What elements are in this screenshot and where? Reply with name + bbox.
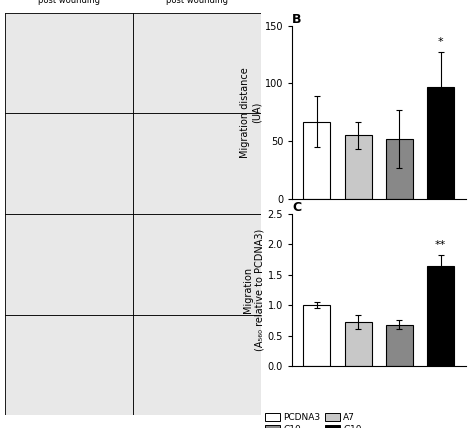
Legend: PCDNA3, C10, A7, G10: PCDNA3, C10, A7, G10 xyxy=(266,413,361,428)
Text: 0 hs
post wounding: 0 hs post wounding xyxy=(38,0,100,5)
Bar xyxy=(133,214,261,315)
Bar xyxy=(345,135,371,199)
Text: C: C xyxy=(292,201,301,214)
Text: 48 hs
post wounding: 48 hs post wounding xyxy=(166,0,228,5)
Bar xyxy=(428,266,454,366)
Text: B: B xyxy=(292,13,302,26)
Y-axis label: Migration distance
(UA): Migration distance (UA) xyxy=(240,67,262,158)
Bar xyxy=(133,315,261,415)
Bar xyxy=(133,13,261,113)
Bar xyxy=(386,139,413,199)
Bar xyxy=(345,322,371,366)
Bar xyxy=(304,305,330,366)
Bar xyxy=(304,122,330,199)
Bar xyxy=(5,113,133,214)
Bar xyxy=(133,113,261,214)
Bar xyxy=(428,87,454,199)
Bar xyxy=(5,13,133,113)
Bar xyxy=(5,315,133,415)
Text: **: ** xyxy=(435,240,446,250)
Bar xyxy=(5,214,133,315)
Bar xyxy=(386,324,413,366)
Text: *: * xyxy=(438,37,444,47)
Y-axis label: Migration
(A₅₆₀ relative to PCDNA3): Migration (A₅₆₀ relative to PCDNA3) xyxy=(243,229,265,351)
